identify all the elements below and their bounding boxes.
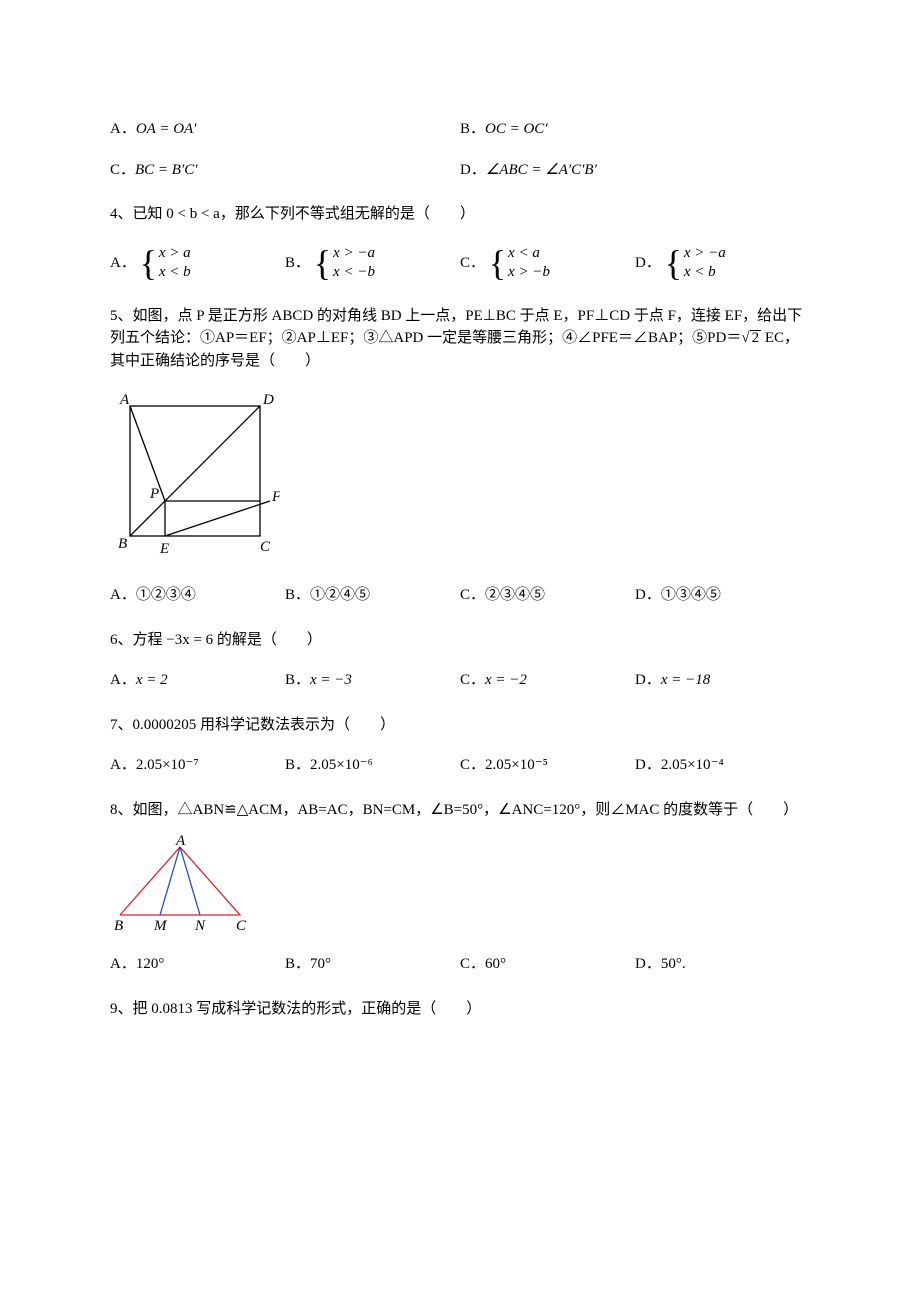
q8-fig-N: N [194, 918, 206, 934]
q6-option-B: B．x = −3 [285, 669, 460, 692]
q4-B-l2: x < −b [333, 263, 375, 283]
q3-option-B: B．OC = OC′ [460, 118, 810, 141]
q4-B-l1: x > −a [333, 244, 375, 264]
q5-option-A: A．①②③④ [110, 584, 285, 607]
q8-outer-triangle [120, 847, 240, 915]
q4-B-label: B． [285, 254, 310, 270]
q6-D-label: D． [635, 672, 661, 688]
q8-figure: A B M N C [110, 835, 270, 935]
q3-C-label: C． [110, 162, 135, 178]
q4-D-l1: x > −a [684, 244, 726, 264]
q4-D-label: D． [635, 254, 661, 270]
q5-fig-F: F [271, 489, 280, 505]
q3-options-row2: C．BC = B′C′ D．∠ABC = ∠A′C′B′ [110, 159, 810, 182]
q4-option-C: C． {x < ax > −b [460, 244, 635, 283]
q4-stem: 4、已知 0 < b < a，那么下列不等式组无解的是（ ） [110, 203, 810, 226]
q6-D-math: x = −18 [661, 672, 710, 688]
q4-option-B: B． {x > −ax < −b [285, 244, 460, 283]
q4-D-l2: x < b [684, 263, 726, 283]
q5-stem-sqrt: 2 [750, 330, 762, 346]
q4-D-brace: {x > −ax < b [665, 244, 726, 283]
q4-options: A． {x > ax < b B． {x > −ax < −b C． {x < … [110, 244, 810, 283]
q3-A-label: A． [110, 121, 136, 137]
q5-fig-B: B [118, 536, 127, 552]
q8-fig-C: C [236, 918, 247, 934]
q3-B-math: OC = OC′ [485, 121, 548, 137]
q5-fig-E: E [159, 541, 169, 557]
q6-stem: 6、方程 −3x = 6 的解是（ ） [110, 629, 810, 652]
q5-stem-pre: 5、如图，点 P 是正方形 ABCD 的对角线 BD 上一点，PE⊥BC 于点 … [110, 308, 802, 347]
q8-option-D: D．50°. [635, 953, 810, 976]
q5-fig-D: D [262, 392, 274, 408]
q3-D-label: D． [460, 162, 486, 178]
q5-option-D: D．①③④⑤ [635, 584, 810, 607]
q5-fig-C: C [260, 539, 271, 555]
q3-B-label: B． [460, 121, 485, 137]
q4-option-D: D． {x > −ax < b [635, 244, 810, 283]
q3-A-math: OA = OA′ [136, 121, 197, 137]
q3-D-math: ∠ABC = ∠A′C′B′ [486, 162, 597, 178]
q6-A-label: A． [110, 672, 136, 688]
q5-figure: A D B C P E F [110, 386, 280, 566]
q6-option-A: A．x = 2 [110, 669, 285, 692]
q4-C-label: C． [460, 254, 485, 270]
q6-option-D: D．x = −18 [635, 669, 810, 692]
q6-C-label: C． [460, 672, 485, 688]
q5-fig-A: A [119, 392, 130, 408]
q7-option-C: C．2.05×10⁻⁵ [460, 754, 635, 777]
q3-option-A: A．OA = OA′ [110, 118, 460, 141]
q9-stem: 9、把 0.0813 写成科学记数法的形式，正确的是（ ） [110, 998, 810, 1021]
q4-B-brace: {x > −ax < −b [314, 244, 375, 283]
q5-fig-P: P [149, 486, 159, 502]
q8-fig-M: M [153, 918, 168, 934]
q7-option-D: D．2.05×10⁻⁴ [635, 754, 810, 777]
q5-option-C: C．②③④⑤ [460, 584, 635, 607]
q6-C-math: x = −2 [485, 672, 527, 688]
q3-C-math: BC = B′C′ [135, 162, 198, 178]
q5-option-B: B．①②④⑤ [285, 584, 460, 607]
q8-line-AM [160, 847, 180, 915]
q7-options: A．2.05×10⁻⁷ B．2.05×10⁻⁶ C．2.05×10⁻⁵ D．2.… [110, 754, 810, 777]
q8-option-A: A．120° [110, 953, 285, 976]
q8-fig-A: A [175, 835, 186, 849]
q8-fig-B: B [114, 918, 123, 934]
q7-option-A: A．2.05×10⁻⁷ [110, 754, 285, 777]
q6-B-label: B． [285, 672, 310, 688]
q6-A-math: x = 2 [136, 672, 168, 688]
q8-line-AN [180, 847, 200, 915]
q4-option-A: A． {x > ax < b [110, 244, 285, 283]
q4-A-l1: x > a [159, 244, 191, 264]
q8-option-B: B．70° [285, 953, 460, 976]
q5-stem: 5、如图，点 P 是正方形 ABCD 的对角线 BD 上一点，PE⊥BC 于点 … [110, 305, 810, 373]
q7-option-B: B．2.05×10⁻⁶ [285, 754, 460, 777]
q6-options: A．x = 2 B．x = −3 C．x = −2 D．x = −18 [110, 669, 810, 692]
q3-options-row1: A．OA = OA′ B．OC = OC′ [110, 118, 810, 141]
q5-options: A．①②③④ B．①②④⑤ C．②③④⑤ D．①③④⑤ [110, 584, 810, 607]
q4-C-l2: x > −b [508, 263, 550, 283]
q6-B-math: x = −3 [310, 672, 352, 688]
q8-stem: 8、如图，△ABN≌△ACM，AB=AC，BN=CM，∠B=50°，∠ANC=1… [110, 799, 810, 822]
q7-stem: 7、0.0000205 用科学记数法表示为（ ） [110, 714, 810, 737]
q3-option-D: D．∠ABC = ∠A′C′B′ [460, 159, 810, 182]
q4-C-brace: {x < ax > −b [489, 244, 550, 283]
q4-C-l1: x < a [508, 244, 550, 264]
q8-options: A．120° B．70° C．60° D．50°. [110, 953, 810, 976]
q3-option-C: C．BC = B′C′ [110, 159, 460, 182]
q4-A-brace: {x > ax < b [140, 244, 191, 283]
q6-option-C: C．x = −2 [460, 669, 635, 692]
q8-option-C: C．60° [460, 953, 635, 976]
q4-A-label: A． [110, 254, 136, 270]
q4-A-l2: x < b [159, 263, 191, 283]
